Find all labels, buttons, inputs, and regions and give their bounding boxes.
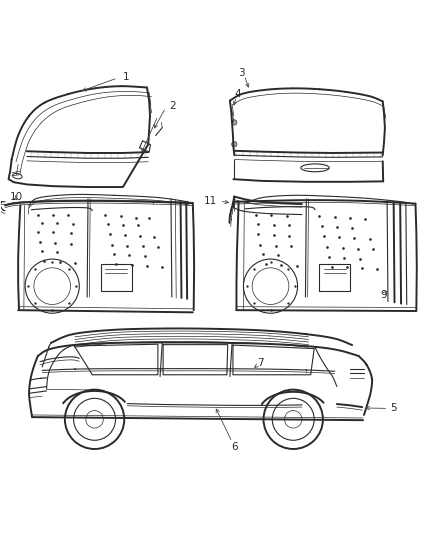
Text: 10: 10	[10, 192, 22, 201]
Text: 3: 3	[238, 68, 245, 78]
Circle shape	[232, 120, 237, 125]
Text: 7: 7	[257, 358, 264, 368]
Text: 5: 5	[390, 403, 397, 414]
Text: 2: 2	[169, 101, 175, 111]
Bar	[101, 264, 132, 290]
Bar	[319, 264, 350, 290]
Text: 1: 1	[123, 71, 130, 82]
Text: 11: 11	[204, 196, 217, 206]
Text: 9: 9	[381, 290, 387, 300]
Text: 6: 6	[231, 442, 237, 452]
Text: 4: 4	[234, 89, 240, 99]
Circle shape	[232, 142, 237, 147]
